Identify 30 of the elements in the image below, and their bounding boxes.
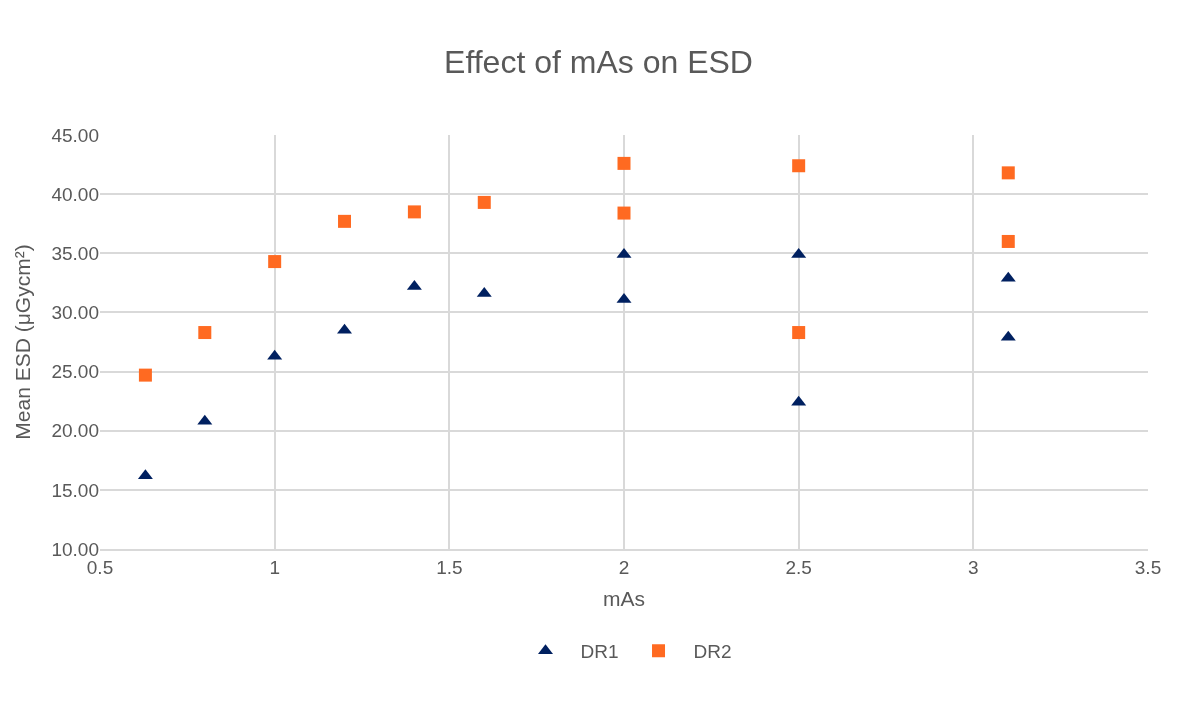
point [1001, 166, 1015, 180]
point [338, 214, 352, 228]
x-tick-label: 3.5 [1134, 556, 1162, 578]
y-tick-label: 45.00 [51, 124, 99, 146]
y-tick-label: 30.00 [51, 302, 99, 324]
legend-label: DR2 [693, 641, 732, 663]
point [792, 159, 806, 173]
point [138, 368, 152, 382]
point [268, 255, 282, 269]
y-tick-label: 25.00 [51, 361, 99, 383]
point [1001, 234, 1015, 248]
x-tick-label: 1.5 [436, 556, 463, 578]
x-tick-label: 2 [618, 556, 630, 578]
x-tick-label: 1 [269, 556, 280, 578]
x-tick-label: 3 [968, 556, 979, 578]
y-tick-label: 20.00 [51, 420, 99, 442]
y-tick-label: 35.00 [51, 242, 99, 264]
y-tick-label: 40.00 [51, 183, 99, 205]
y-axis-title: Mean ESD (μGycm²) [10, 244, 34, 440]
point [617, 156, 631, 170]
point [792, 326, 806, 340]
y-tick-label: 15.00 [51, 479, 99, 501]
x-axis-title: mAs [603, 587, 645, 611]
legend-label: DR1 [580, 641, 619, 663]
x-tick-label: 2.5 [785, 556, 812, 578]
point [477, 195, 491, 209]
point [407, 205, 421, 219]
point [617, 206, 631, 220]
point [198, 326, 212, 340]
chart-title: Effect of mAs on ESD [444, 44, 753, 81]
